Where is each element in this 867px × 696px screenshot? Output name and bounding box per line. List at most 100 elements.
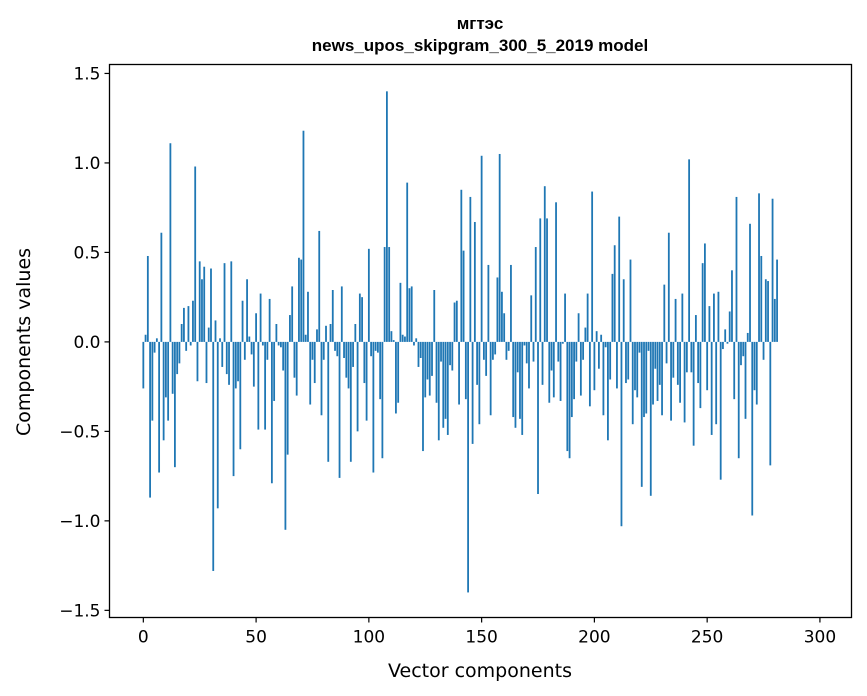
bar-130 (435, 341, 438, 403)
bar-122 (417, 341, 420, 367)
bar-126 (426, 341, 429, 380)
bar-16 (178, 341, 181, 364)
bar-229 (658, 341, 661, 385)
bar-19 (185, 341, 188, 351)
bar-30 (210, 268, 212, 342)
bar-32 (214, 320, 217, 342)
bar-37 (225, 341, 228, 375)
bar-267 (744, 341, 747, 419)
bar-76 (313, 341, 316, 384)
bar-18 (183, 307, 185, 342)
bar-182 (552, 341, 555, 398)
bar-95 (356, 341, 359, 432)
bar-274 (760, 255, 763, 342)
bar-54 (264, 341, 267, 430)
bar-179 (546, 218, 548, 342)
bar-96 (358, 293, 361, 342)
bar-205 (604, 341, 607, 348)
bar-2 (146, 255, 149, 342)
bar-102 (372, 341, 375, 473)
bar-106 (381, 341, 384, 459)
bar-221 (640, 341, 643, 487)
bar-64 (286, 341, 289, 455)
bar-192 (575, 341, 578, 362)
bar-233 (667, 232, 670, 342)
bar-263 (735, 196, 738, 342)
bar-147 (473, 221, 476, 342)
bar-190 (570, 341, 573, 418)
bar-248 (701, 263, 704, 342)
bar-56 (268, 298, 271, 342)
bar-65 (289, 315, 291, 342)
bar-87 (338, 341, 341, 478)
x-axis-ticks: 0 50 100 150 200 250 300 (138, 617, 836, 648)
bar-234 (670, 341, 672, 421)
bar-68 (295, 341, 298, 396)
bar-31 (212, 341, 215, 571)
bar-222 (643, 341, 645, 418)
bar-162 (507, 341, 510, 351)
bar-216 (629, 259, 632, 342)
bar-51 (257, 341, 260, 430)
bar-210 (616, 341, 618, 389)
bar-8 (160, 232, 163, 342)
bar-198 (588, 341, 591, 407)
bar-164 (512, 341, 515, 418)
bar-214 (625, 341, 627, 384)
bar-44 (241, 300, 244, 342)
bar-156 (494, 341, 497, 355)
bar-59 (275, 324, 278, 342)
bar-189 (568, 341, 571, 459)
bar-74 (309, 341, 312, 405)
bar-280 (773, 298, 776, 342)
bar-227 (654, 341, 657, 369)
bar-181 (550, 341, 553, 371)
chart-title-line-2: news_upos_skipgram_300_5_2019 model (312, 36, 648, 55)
bar-154 (489, 341, 492, 416)
bar-255 (717, 291, 720, 342)
bar-84 (331, 290, 334, 342)
bar-1 (144, 334, 147, 342)
bar-220 (638, 341, 641, 353)
bar-266 (742, 341, 745, 357)
bar-12 (169, 143, 172, 342)
bar-249 (704, 243, 706, 342)
bar-113 (397, 341, 400, 403)
bar-78 (318, 230, 321, 342)
bar-258 (724, 329, 727, 342)
bar-235 (672, 341, 675, 378)
bar-163 (510, 264, 512, 342)
bar-72 (304, 334, 307, 342)
bar-77 (316, 329, 318, 342)
bar-151 (482, 341, 485, 360)
bar-241 (685, 341, 688, 373)
bar-185 (559, 341, 562, 401)
bar-183 (555, 202, 557, 342)
bar-142 (462, 250, 465, 342)
bar-212 (620, 341, 623, 527)
chart-title-line-1: мгтэс (457, 14, 504, 33)
bar-228 (656, 341, 659, 401)
bar-125 (424, 341, 427, 398)
bar-43 (239, 341, 242, 450)
bar-186 (561, 341, 564, 344)
bar-124 (422, 341, 424, 452)
bar-157 (496, 277, 499, 342)
bar-166 (516, 341, 519, 373)
bar-160 (503, 313, 506, 342)
bar-197 (586, 293, 589, 342)
bar-277 (767, 281, 769, 342)
bar-66 (291, 286, 294, 342)
bar-62 (282, 341, 285, 371)
bar-133 (442, 341, 445, 428)
bar-225 (649, 341, 652, 496)
bar-63 (284, 341, 287, 530)
bar-281 (776, 259, 778, 342)
bar-213 (622, 279, 625, 342)
bar-239 (681, 293, 684, 342)
bar-143 (464, 341, 467, 400)
bar-246 (697, 341, 700, 384)
bar-105 (379, 341, 382, 400)
bar-61 (280, 341, 282, 348)
bar-176 (539, 218, 542, 342)
